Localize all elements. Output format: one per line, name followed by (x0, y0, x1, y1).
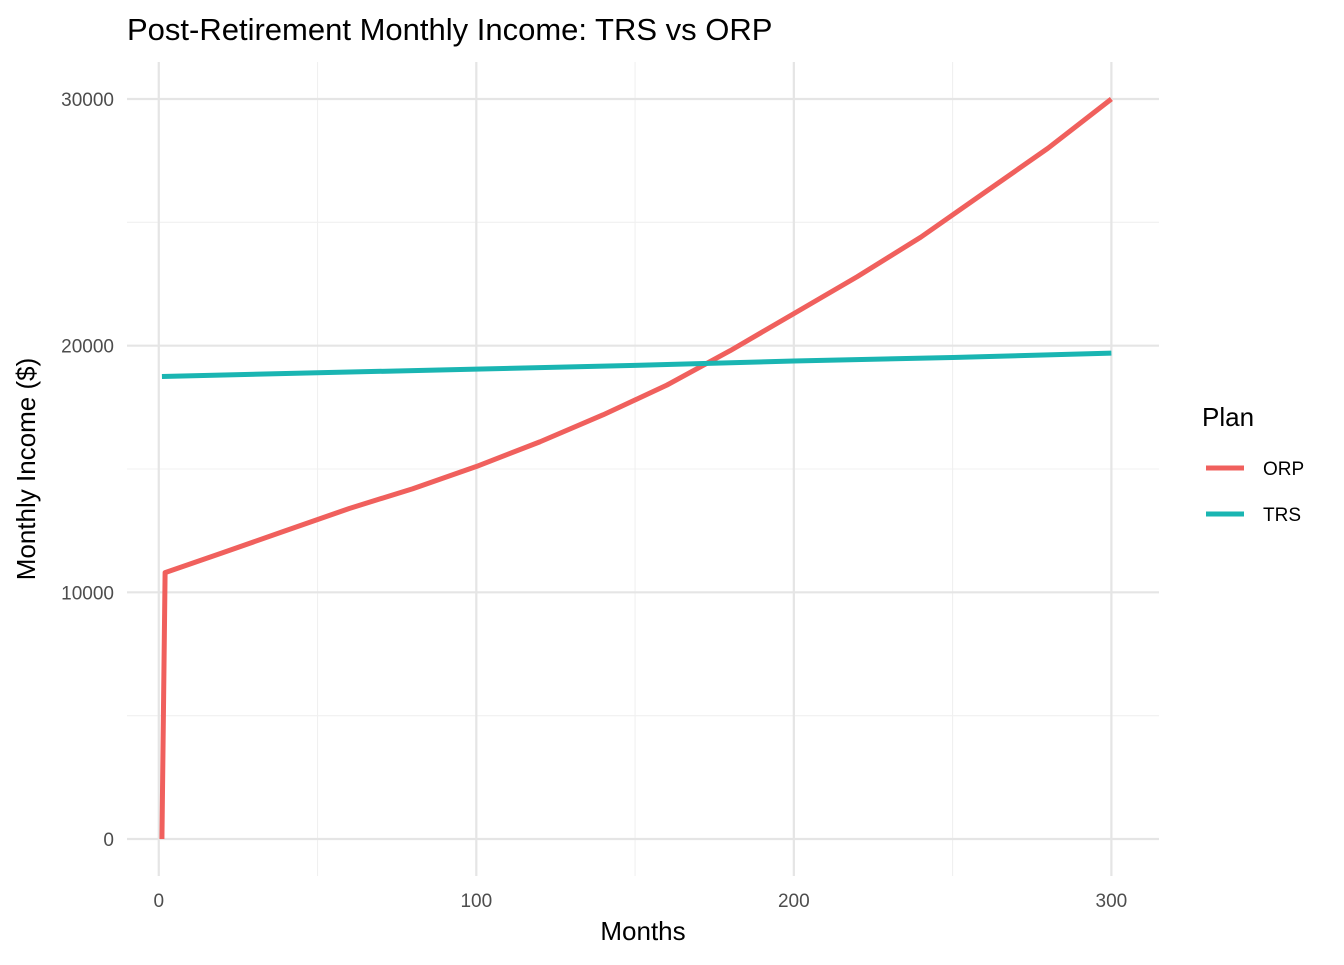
series-line-trs (161, 350, 1112, 379)
y-tick-label: 30000 (61, 90, 114, 111)
x-tick-label: 100 (460, 891, 492, 912)
x-axis-title: Months (600, 916, 685, 946)
legend: Plan ORP TRS (1202, 402, 1304, 526)
y-tick-label: 10000 (61, 583, 114, 604)
x-tick-label: 300 (1096, 891, 1128, 912)
legend-label-trs: TRS (1263, 505, 1301, 526)
x-axis-ticks: 0 100 200 300 (153, 891, 1127, 912)
y-axis-title: Monthly Income ($) (11, 358, 41, 581)
chart-title: Post-Retirement Monthly Income: TRS vs O… (127, 12, 772, 47)
series-line-orp (159, 97, 1113, 840)
y-tick-label: 0 (103, 830, 114, 851)
y-tick-label: 20000 (61, 337, 114, 358)
legend-label-orp: ORP (1263, 459, 1304, 480)
legend-items: ORP TRS (1206, 459, 1304, 526)
x-tick-label: 200 (778, 891, 810, 912)
y-axis-ticks: 0 10000 20000 30000 (61, 90, 114, 851)
legend-title: Plan (1202, 402, 1254, 432)
series-lines (159, 97, 1113, 840)
grid (127, 62, 1159, 876)
x-tick-label: 0 (153, 891, 164, 912)
